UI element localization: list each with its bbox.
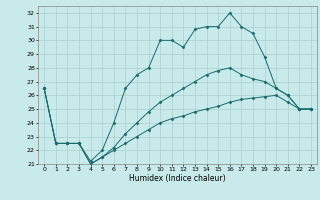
X-axis label: Humidex (Indice chaleur): Humidex (Indice chaleur) [129, 174, 226, 183]
